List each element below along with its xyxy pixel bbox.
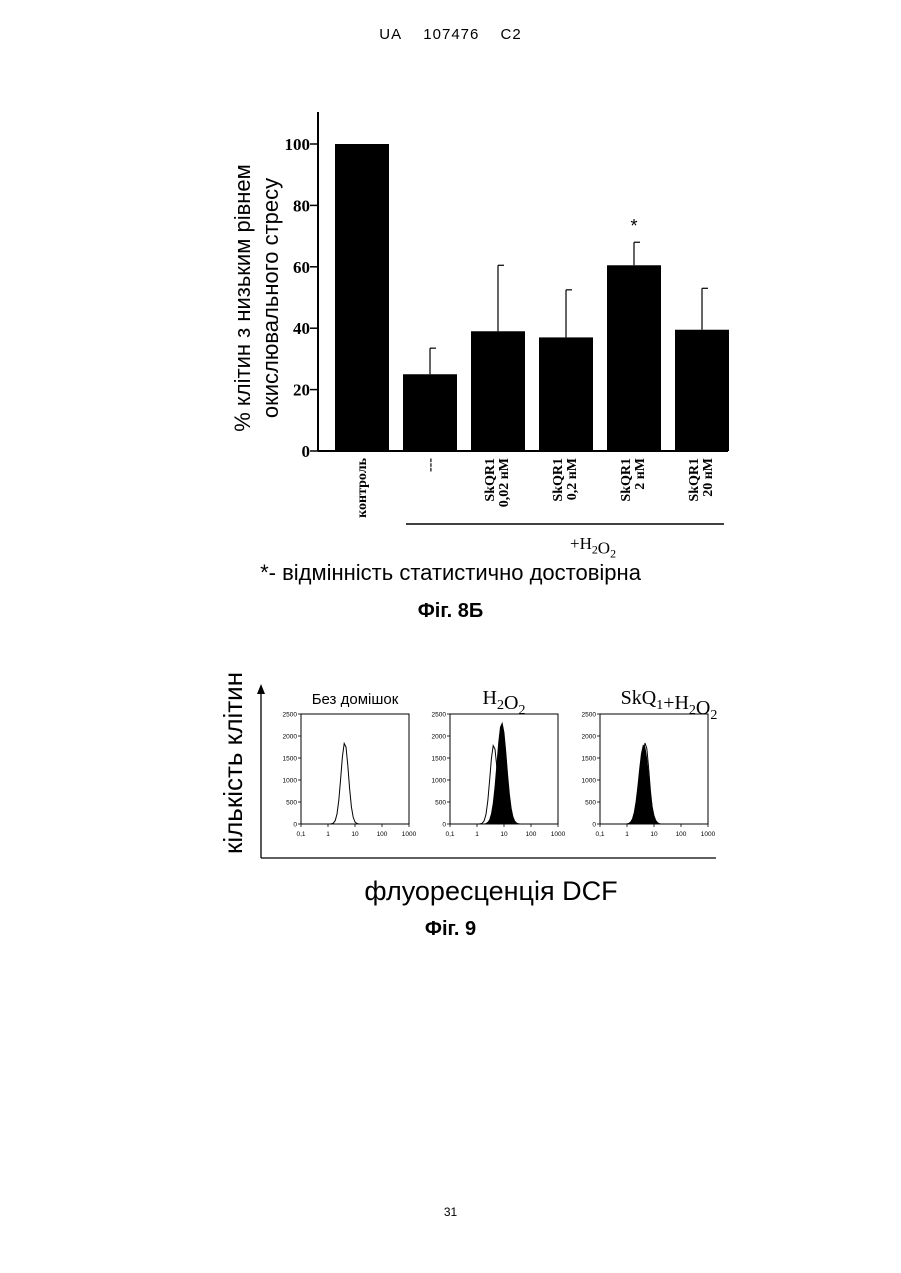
histogram-frame: [600, 714, 708, 824]
open-histogram: [301, 743, 409, 824]
panel-title: Без домішок: [312, 691, 399, 708]
hist-x-tick-label: 1000: [701, 831, 716, 838]
hist-x-tick-label: 10: [351, 831, 359, 838]
hist-x-tick-label: 1000: [402, 831, 417, 838]
page-number: 31: [0, 1205, 901, 1219]
hist-x-tick-label: 1: [475, 831, 479, 838]
histogram-fig9: кількість клітин флуоресценція DCF Без дом…: [0, 0, 901, 960]
hist-y-tick-label: 1000: [582, 778, 597, 785]
fig9-y-label: кількість клітин: [218, 672, 248, 854]
hist-y-tick-label: 1500: [283, 756, 298, 763]
hist-y-tick-label: 500: [435, 800, 446, 807]
panel-title: H2O2: [483, 687, 526, 718]
hist-y-tick-label: 1000: [283, 778, 298, 785]
fig9-caption: Фіг. 9: [0, 918, 901, 941]
hist-x-tick-label: 10: [500, 831, 508, 838]
fig9-x-label: флуоресценція DCF: [364, 876, 617, 906]
hist-y-tick-label: 0: [293, 822, 297, 829]
hist-x-tick-label: 100: [676, 831, 687, 838]
hist-y-tick-label: 2500: [432, 712, 447, 719]
hist-y-tick-label: 1500: [432, 756, 447, 763]
hist-y-tick-label: 2000: [432, 734, 447, 741]
hist-x-tick-label: 0,1: [445, 831, 454, 838]
hist-y-tick-label: 1500: [582, 756, 597, 763]
hist-y-tick-label: 500: [585, 800, 596, 807]
hist-y-tick-label: 1000: [432, 778, 447, 785]
hist-x-tick-label: 1000: [551, 831, 566, 838]
hist-y-tick-label: 0: [592, 822, 596, 829]
panel-title: SkQ1+H2O2: [621, 687, 718, 723]
hist-x-tick-label: 100: [526, 831, 537, 838]
filled-histogram: [600, 745, 708, 824]
open-histogram: [600, 743, 708, 824]
filled-histogram: [450, 723, 558, 824]
hist-x-tick-label: 1: [326, 831, 330, 838]
hist-y-tick-label: 500: [286, 800, 297, 807]
outer-y-arrow: [257, 684, 265, 694]
histogram-frame: [301, 714, 409, 824]
hist-x-tick-label: 1: [625, 831, 629, 838]
hist-x-tick-label: 0,1: [296, 831, 305, 838]
hist-y-tick-label: 2000: [582, 734, 597, 741]
hist-y-tick-label: 0: [442, 822, 446, 829]
fig9-y-label-text: кількість клітин: [218, 672, 248, 854]
hist-y-tick-label: 2500: [582, 712, 597, 719]
hist-x-tick-label: 10: [650, 831, 658, 838]
hist-y-tick-label: 2000: [283, 734, 298, 741]
hist-y-tick-label: 2500: [283, 712, 298, 719]
hist-x-tick-label: 0,1: [595, 831, 604, 838]
hist-x-tick-label: 100: [377, 831, 388, 838]
